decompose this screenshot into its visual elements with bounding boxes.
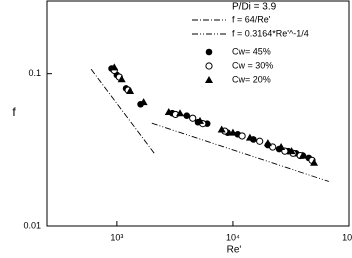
data-point: [228, 128, 237, 136]
data-point: [287, 147, 296, 155]
fit-line: [90, 68, 155, 154]
data-point: [176, 109, 185, 117]
data-point: [256, 137, 264, 145]
plot-frame: [46, 0, 350, 227]
legend-label: Cw = 30%: [232, 60, 273, 70]
legend-marker: [205, 76, 213, 83]
fit-line: [151, 122, 329, 182]
x-axis-label: Re': [227, 245, 242, 256]
data-point: [195, 116, 204, 124]
legend-label: Cw= 20%: [232, 74, 271, 84]
data-point: [110, 63, 119, 71]
legend-marker: [205, 62, 213, 70]
legend-label: Cw= 45%: [232, 46, 271, 56]
legend-label: f = 0.3164*Re'^-1/4: [232, 28, 309, 38]
data-point: [298, 151, 307, 159]
legend-marker: [205, 48, 213, 56]
data-point: [183, 112, 191, 119]
annotation: P/Di = 3.9: [232, 2, 277, 13]
data-point: [217, 125, 226, 133]
y-tick-label: 0.1: [28, 68, 41, 78]
data-point: [238, 132, 246, 140]
data-point: [310, 158, 319, 166]
y-axis-label: f: [12, 105, 16, 119]
data-point: [189, 114, 197, 122]
data-point: [139, 98, 148, 106]
data-point: [117, 75, 126, 83]
data-point: [263, 139, 272, 147]
x-tick-label: 10³: [110, 232, 123, 242]
legend-label: f = 64/Re': [232, 14, 271, 24]
data-point: [164, 108, 173, 116]
x-tick-label: 10⁴: [226, 232, 240, 242]
x-tick-label: 10⁵: [342, 232, 352, 242]
data-point: [277, 143, 286, 151]
data-point: [126, 86, 135, 94]
data-point: [245, 133, 254, 141]
y-tick-label: 0.01: [23, 220, 41, 230]
